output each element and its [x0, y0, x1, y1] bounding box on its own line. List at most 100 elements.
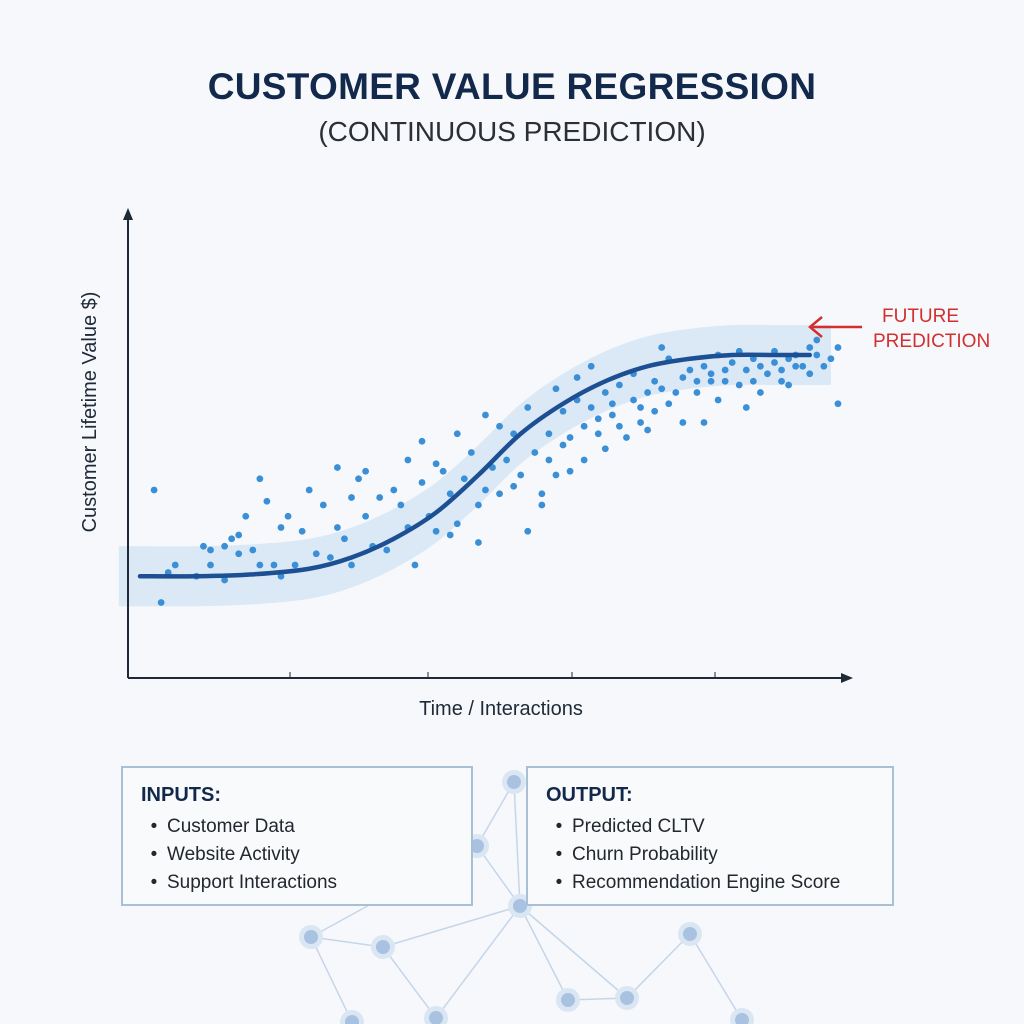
data-point	[749, 355, 757, 363]
data-point	[517, 471, 525, 479]
data-point	[460, 475, 468, 483]
network-edge	[513, 781, 521, 907]
data-point	[235, 550, 243, 558]
data-point	[496, 422, 503, 430]
list-item: • Churn Probability	[546, 841, 874, 869]
data-point	[319, 501, 327, 509]
data-point	[693, 389, 701, 396]
data-point	[742, 366, 750, 374]
data-point	[552, 385, 560, 393]
data-point	[221, 576, 229, 584]
input-item-label: Customer Data	[167, 816, 295, 837]
data-point	[355, 475, 362, 483]
data-point	[263, 497, 271, 505]
data-point	[312, 550, 320, 558]
data-point	[228, 535, 236, 543]
data-point	[707, 370, 715, 378]
data-point	[235, 531, 243, 539]
data-point	[644, 389, 651, 396]
data-point	[552, 471, 560, 479]
data-point	[601, 389, 609, 396]
data-point	[580, 422, 588, 430]
network-node	[507, 775, 521, 789]
data-point	[799, 362, 807, 370]
data-point	[806, 370, 814, 378]
data-point	[820, 362, 828, 370]
data-point	[637, 404, 644, 411]
data-point	[771, 359, 778, 366]
data-point	[679, 419, 687, 426]
data-point	[249, 546, 257, 554]
output-item-label: Recommendation Engine Score	[572, 872, 841, 893]
data-point	[616, 422, 623, 430]
network-node	[345, 1015, 359, 1024]
data-point	[742, 404, 750, 411]
data-point	[566, 434, 574, 441]
data-point	[616, 381, 623, 389]
input-item-label: Support Interactions	[167, 872, 338, 893]
data-point	[305, 486, 313, 494]
data-point	[693, 377, 701, 385]
data-point	[813, 351, 821, 359]
data-point	[510, 482, 518, 490]
network-edge	[519, 905, 628, 999]
data-point	[284, 512, 292, 520]
data-point	[728, 359, 736, 366]
regression-line	[137, 352, 812, 579]
data-point	[334, 464, 341, 471]
network-node	[429, 1011, 443, 1024]
data-point	[475, 539, 482, 546]
bullet: •	[555, 816, 563, 837]
bullet: •	[555, 844, 563, 865]
list-item: • Recommendation Engine Score	[546, 869, 874, 897]
list-item: • Predicted CLTV	[546, 813, 874, 841]
x-axis-arrow	[841, 673, 853, 683]
data-point	[256, 475, 264, 483]
data-point	[764, 370, 771, 378]
network-edge	[476, 781, 515, 847]
data-point	[221, 542, 229, 550]
data-point	[587, 362, 595, 370]
network-edge	[310, 936, 353, 1023]
network-edge	[519, 905, 569, 1001]
data-point	[594, 415, 602, 423]
x-axis-label: Time / Interactions	[419, 698, 583, 720]
page-subtitle: (CONTINUOUS PREDICTION)	[318, 116, 706, 147]
data-point	[326, 554, 334, 561]
data-point	[665, 400, 673, 408]
data-point	[418, 437, 426, 445]
inputs-box: INPUTS: • Customer Data • Website Activity…	[121, 766, 473, 906]
network-edge	[626, 933, 691, 999]
data-point	[270, 561, 278, 569]
bullet: •	[555, 872, 563, 893]
data-point	[679, 374, 687, 381]
data-point	[446, 531, 454, 539]
data-point	[700, 362, 708, 370]
chart: Time / Interactions Customer Lifetime Va…	[79, 208, 990, 720]
data-point	[834, 344, 842, 351]
data-point	[559, 441, 567, 449]
data-point	[559, 407, 567, 415]
output-box: OUTPUT: • Predicted CLTV • Churn Probabili…	[526, 766, 894, 906]
data-point	[348, 494, 355, 501]
data-point	[608, 400, 616, 408]
data-point	[735, 381, 743, 389]
data-point	[482, 411, 489, 419]
data-point	[298, 527, 306, 535]
y-axis-label: Customer Lifetime Value $)	[79, 292, 101, 533]
list-item: • Customer Data	[141, 813, 453, 841]
page-title: CUSTOMER VALUE REGRESSION	[207, 66, 817, 107]
data-point	[242, 512, 250, 520]
data-point	[524, 527, 532, 535]
data-point	[453, 520, 461, 528]
network-node	[561, 993, 575, 1007]
data-point	[630, 396, 637, 404]
data-point	[200, 542, 207, 550]
data-point	[644, 426, 651, 434]
data-point	[397, 501, 405, 509]
data-point	[827, 355, 835, 363]
data-point	[806, 344, 814, 351]
data-point	[778, 366, 785, 374]
data-point	[686, 366, 694, 374]
output-heading: OUTPUT:	[546, 784, 633, 806]
